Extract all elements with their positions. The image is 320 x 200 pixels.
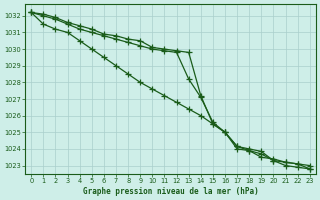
X-axis label: Graphe pression niveau de la mer (hPa): Graphe pression niveau de la mer (hPa) bbox=[83, 187, 258, 196]
